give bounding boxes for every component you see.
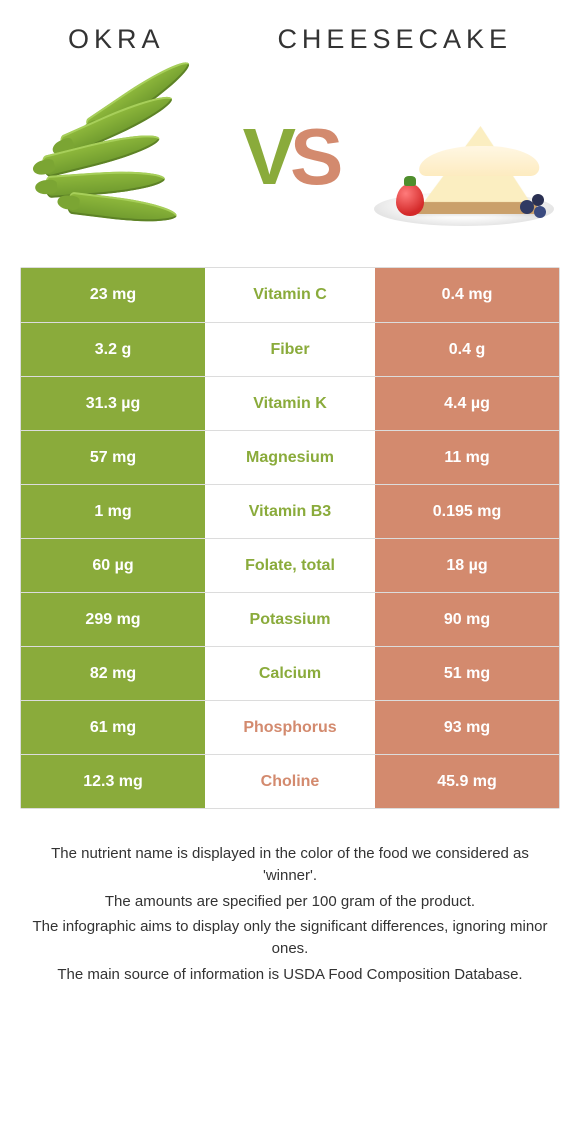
nutrient-name: Magnesium — [205, 431, 375, 484]
nutrient-name: Folate, total — [205, 539, 375, 592]
table-row: 60 µgFolate, total18 µg — [21, 538, 559, 592]
nutrient-name: Calcium — [205, 647, 375, 700]
right-value: 18 µg — [375, 539, 559, 592]
nutrient-name: Potassium — [205, 593, 375, 646]
nutrient-name: Fiber — [205, 323, 375, 376]
nutrient-name: Vitamin C — [205, 268, 375, 322]
footer-note: The nutrient name is displayed in the co… — [28, 843, 552, 887]
right-value: 11 mg — [375, 431, 559, 484]
left-value: 299 mg — [21, 593, 205, 646]
right-value: 90 mg — [375, 593, 559, 646]
food-right-title: Cheesecake — [277, 24, 512, 55]
nutrient-name: Phosphorus — [205, 701, 375, 754]
table-row: 31.3 µgVitamin K4.4 µg — [21, 376, 559, 430]
left-value: 12.3 mg — [21, 755, 205, 808]
table-row: 1 mgVitamin B30.195 mg — [21, 484, 559, 538]
left-value: 1 mg — [21, 485, 205, 538]
table-row: 57 mgMagnesium11 mg — [21, 430, 559, 484]
table-row: 12.3 mgCholine45.9 mg — [21, 754, 559, 808]
footer-notes: The nutrient name is displayed in the co… — [12, 843, 568, 986]
right-value: 0.195 mg — [375, 485, 559, 538]
vs-s: S — [290, 112, 337, 201]
footer-note: The infographic aims to display only the… — [28, 916, 552, 960]
right-value: 0.4 g — [375, 323, 559, 376]
table-row: 23 mgVitamin C0.4 mg — [21, 268, 559, 322]
right-value: 51 mg — [375, 647, 559, 700]
left-value: 61 mg — [21, 701, 205, 754]
right-value: 45.9 mg — [375, 755, 559, 808]
right-value: 93 mg — [375, 701, 559, 754]
title-row: Okra Cheesecake — [12, 24, 568, 55]
cheesecake-image — [366, 77, 546, 237]
cheesecake-icon — [366, 82, 546, 232]
nutrient-name: Vitamin B3 — [205, 485, 375, 538]
vs-label: VS — [243, 117, 338, 197]
footer-note: The amounts are specified per 100 gram o… — [28, 891, 552, 913]
nutrient-name: Vitamin K — [205, 377, 375, 430]
okra-image — [34, 77, 214, 237]
left-value: 57 mg — [21, 431, 205, 484]
hero-row: VS — [12, 77, 568, 237]
vs-v: V — [243, 112, 290, 201]
table-row: 299 mgPotassium90 mg — [21, 592, 559, 646]
table-row: 3.2 gFiber0.4 g — [21, 322, 559, 376]
nutrient-name: Choline — [205, 755, 375, 808]
left-value: 60 µg — [21, 539, 205, 592]
right-value: 0.4 mg — [375, 268, 559, 322]
table-row: 82 mgCalcium51 mg — [21, 646, 559, 700]
left-value: 23 mg — [21, 268, 205, 322]
left-value: 3.2 g — [21, 323, 205, 376]
left-value: 82 mg — [21, 647, 205, 700]
okra-icon — [39, 82, 209, 232]
right-value: 4.4 µg — [375, 377, 559, 430]
table-row: 61 mgPhosphorus93 mg — [21, 700, 559, 754]
nutrient-table: 23 mgVitamin C0.4 mg3.2 gFiber0.4 g31.3 … — [20, 267, 560, 809]
food-left-title: Okra — [68, 24, 165, 55]
footer-note: The main source of information is USDA F… — [28, 964, 552, 986]
left-value: 31.3 µg — [21, 377, 205, 430]
